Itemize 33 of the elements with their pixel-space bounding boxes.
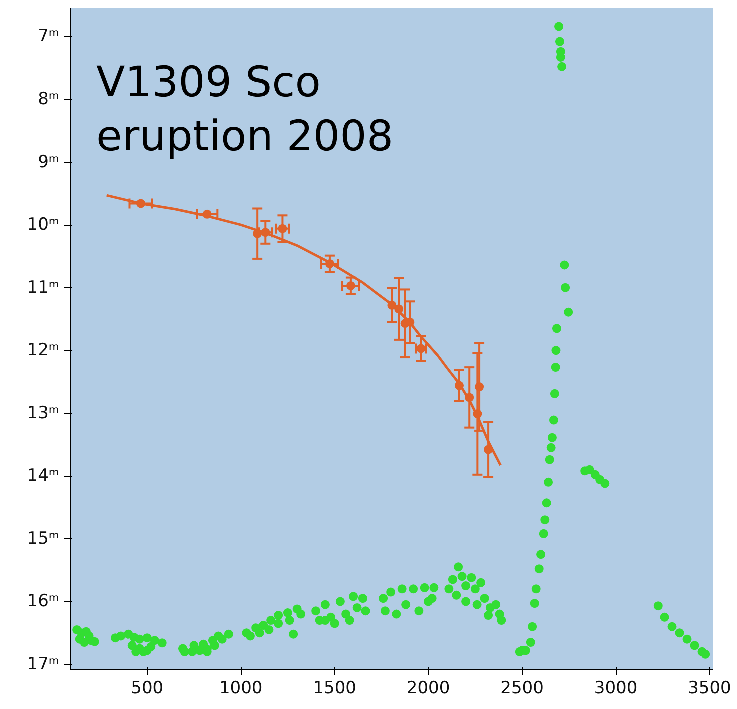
- point: [394, 304, 404, 314]
- x-tick-label: 2000: [406, 678, 450, 698]
- point: [202, 210, 212, 219]
- y-tick-label: 17ᵐ: [27, 654, 60, 674]
- point: [346, 281, 356, 290]
- y-tick-label: 9ᵐ: [38, 152, 60, 172]
- point: [136, 199, 146, 208]
- y-tick-label: 13ᵐ: [27, 403, 60, 424]
- y-tick-label: 10ᵐ: [27, 215, 60, 236]
- point: [325, 259, 334, 268]
- y-tick-label: 15ᵐ: [27, 528, 60, 549]
- point: [465, 393, 474, 402]
- x-tick-label: 1500: [313, 678, 356, 698]
- point: [261, 228, 270, 238]
- x-tick-label: 500: [131, 678, 164, 698]
- x-tick-label: 3000: [594, 678, 638, 698]
- point: [475, 382, 484, 392]
- y-tick-label: 7ᵐ: [38, 26, 60, 47]
- x-tick-label: 1000: [219, 678, 263, 698]
- point: [253, 229, 262, 238]
- point: [278, 224, 288, 234]
- point: [473, 410, 482, 419]
- point: [484, 445, 494, 454]
- x-tick-label: 3500: [688, 678, 732, 698]
- point: [388, 300, 397, 310]
- x-tick-label: 2500: [500, 678, 544, 698]
- y-tick-label: 12ᵐ: [27, 340, 60, 361]
- point: [454, 381, 464, 390]
- text: V1309 Sco eruption 2008: [96, 58, 394, 160]
- y-tick-label: 11ᵐ: [27, 278, 60, 298]
- y-tick-label: 8ᵐ: [38, 90, 60, 110]
- y-tick-label: 14ᵐ: [27, 466, 60, 486]
- y-tick-label: 16ᵐ: [27, 592, 60, 612]
